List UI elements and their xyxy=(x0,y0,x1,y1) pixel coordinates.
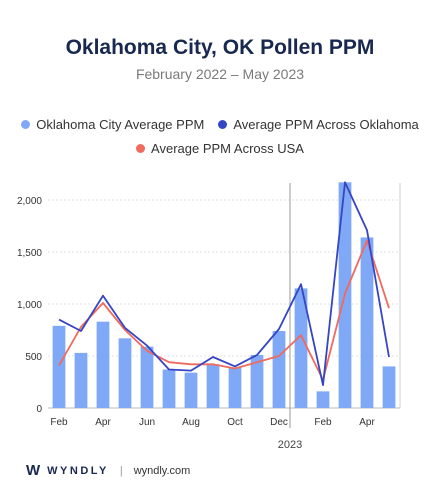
legend-okc-label: Oklahoma City Average PPM xyxy=(36,117,205,132)
x-tick-label: Aug xyxy=(182,417,200,428)
bar-okc-jun-2022 xyxy=(140,346,154,408)
bar-okc-jan-2023 xyxy=(294,288,308,408)
line-usa-average xyxy=(58,239,390,381)
footer-separator: | xyxy=(119,464,123,477)
bar-okc-feb-2022 xyxy=(52,325,66,408)
bar-okc-dec-2022 xyxy=(272,331,286,408)
year-label: 2023 xyxy=(278,439,302,451)
legend-item-oklahoma: Average PPM Across Oklahoma xyxy=(218,117,419,132)
legend-usa-label: Average PPM Across USA xyxy=(151,141,304,156)
x-tick-label: Apr xyxy=(95,417,111,428)
x-tick-label: Feb xyxy=(314,417,332,428)
bar-okc-apr-2022 xyxy=(96,321,110,408)
bar-okc-may-2022 xyxy=(118,338,132,408)
line-oklahoma-average xyxy=(58,181,390,387)
legend-okc-swatch xyxy=(21,120,31,129)
bar-okc-aug-2022 xyxy=(184,372,198,408)
legend-oklahoma-label: Average PPM Across Oklahoma xyxy=(233,117,419,132)
bar-okc-oct-2022 xyxy=(228,367,242,408)
x-tick-label: Feb xyxy=(50,417,68,428)
y-tick-label: 0 xyxy=(36,404,42,415)
legend-row-2: Average PPM Across USA xyxy=(0,141,440,156)
legend-usa-swatch xyxy=(136,144,146,153)
bar-okc-sep-2022 xyxy=(206,364,220,408)
footer-brand: WYNDLY xyxy=(47,464,109,477)
x-tick-label: Jun xyxy=(139,417,155,428)
wyndly-logo-icon: W xyxy=(26,462,40,479)
bar-okc-jul-2022 xyxy=(162,369,176,408)
bar-okc-apr-2023 xyxy=(360,237,374,408)
y-tick-label: 500 xyxy=(25,352,42,363)
legend-row-1: Oklahoma City Average PPM Average PPM Ac… xyxy=(0,117,440,132)
chart-title: Oklahoma City, OK Pollen PPM xyxy=(65,36,375,59)
bar-okc-nov-2022 xyxy=(250,354,264,408)
bar-okc-mar-2022 xyxy=(74,352,88,408)
legend-oklahoma-swatch xyxy=(218,120,228,129)
y-tick-label: 1,500 xyxy=(17,248,42,259)
legend-item-usa: Average PPM Across USA xyxy=(136,141,304,156)
bar-okc-feb-2023 xyxy=(316,391,330,408)
legend-item-okc: Oklahoma City Average PPM xyxy=(21,117,204,132)
footer-url[interactable]: wyndly.com xyxy=(133,464,191,477)
footer: W WYNDLY | wyndly.com xyxy=(26,462,190,479)
bar-okc-may-2023 xyxy=(382,366,396,408)
x-tick-label: Dec xyxy=(270,417,288,428)
chart-subtitle: February 2022 – May 2023 xyxy=(135,66,305,82)
y-tick-label: 2,000 xyxy=(17,196,42,207)
x-tick-label: Oct xyxy=(227,417,243,428)
x-tick-label: Apr xyxy=(359,417,375,428)
y-tick-label: 1,000 xyxy=(17,300,42,311)
